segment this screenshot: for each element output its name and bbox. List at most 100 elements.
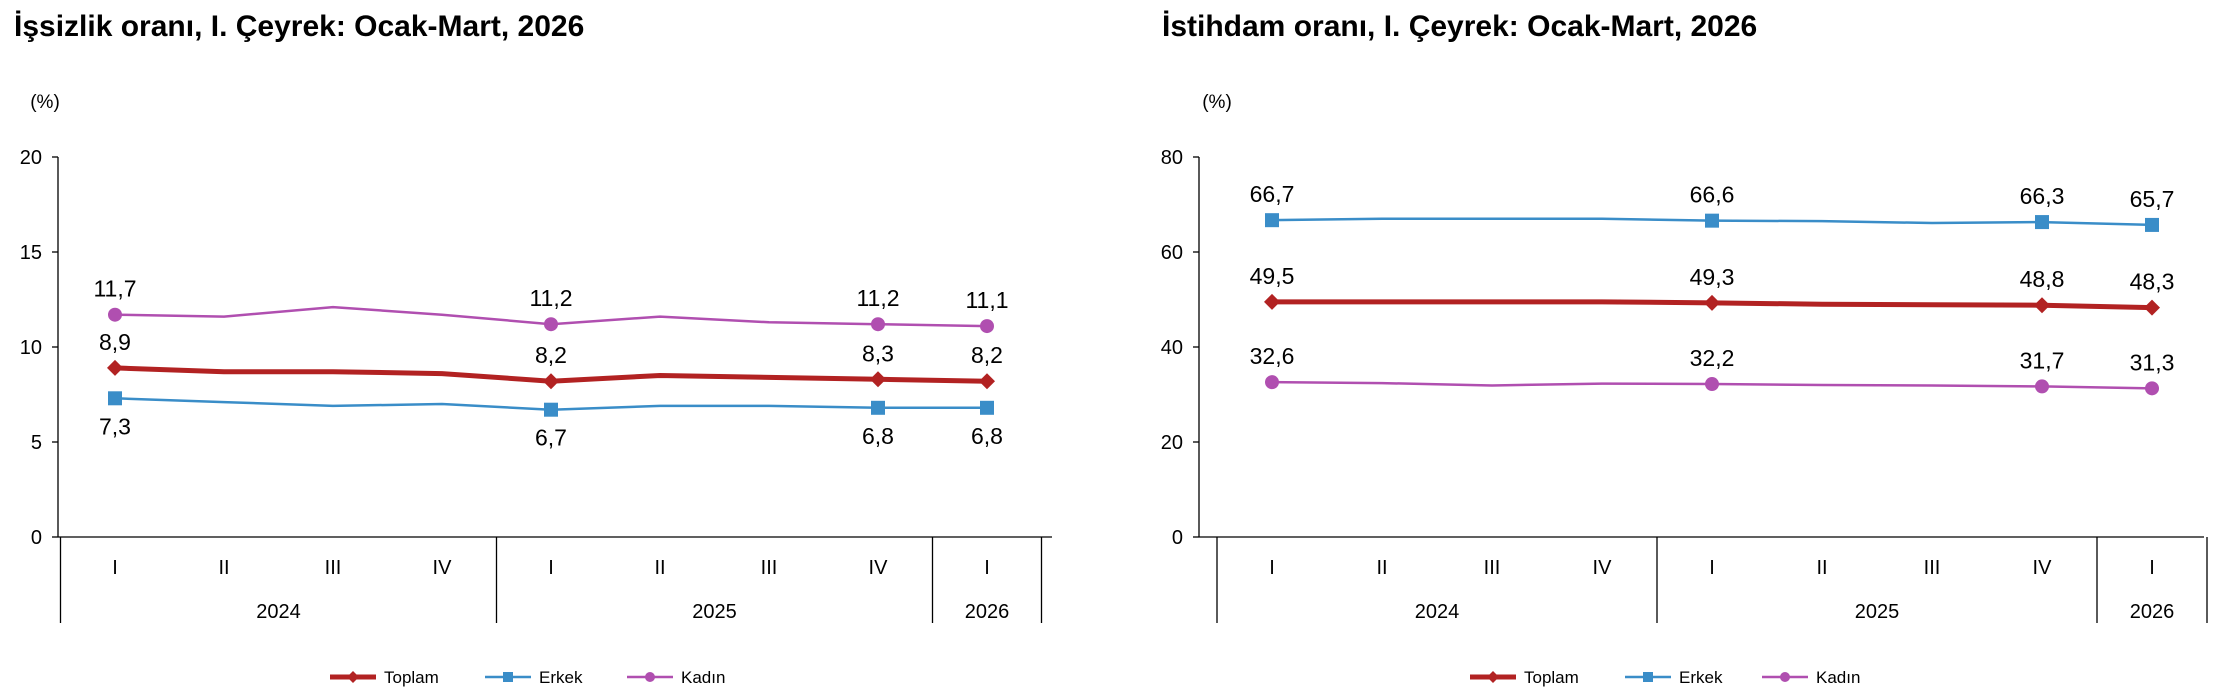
data-point-marker [2034, 297, 2050, 314]
data-label: 66,7 [1250, 181, 1295, 207]
y-tick-label: 40 [1161, 337, 1183, 359]
data-point-marker [2145, 381, 2159, 396]
x-year-label: 2025 [692, 601, 737, 623]
data-point-marker [2145, 217, 2159, 232]
data-label: 6,7 [535, 425, 567, 451]
data-label: 66,3 [2020, 183, 2065, 209]
y-tick-label: 15 [20, 242, 42, 264]
x-tick-label: II [1376, 557, 1387, 579]
legend-label: Kadın [681, 668, 725, 687]
legend-marker [645, 672, 655, 682]
series-erkek: 66,7 66,6 66,3 65,7 [1250, 181, 2175, 232]
data-label: 11,7 [93, 276, 136, 302]
data-label: 31,3 [2130, 349, 2175, 375]
data-point-marker [980, 400, 994, 415]
x-tick-label: I [548, 557, 554, 579]
data-point-marker [871, 400, 885, 415]
data-label: 49,5 [1250, 263, 1295, 289]
data-label: 49,3 [1690, 264, 1735, 290]
data-point-marker [1705, 213, 1719, 228]
data-label: 8,2 [535, 342, 567, 368]
x-year-label: 2026 [965, 601, 1010, 623]
legend-label: Erkek [539, 668, 583, 687]
data-label: 8,3 [862, 340, 894, 366]
data-label: 32,2 [1690, 345, 1735, 371]
data-point-marker [2035, 215, 2049, 230]
data-point-marker [2144, 299, 2160, 316]
x-tick-label: III [761, 557, 778, 579]
series-toplam: 49,5 49,3 48,8 48,3 [1250, 263, 2175, 316]
data-label: 48,8 [2020, 266, 2065, 292]
legend-item-toplam: Toplam [1470, 668, 1579, 687]
y-tick-label: 20 [1161, 432, 1183, 454]
legend-item-toplam: Toplam [330, 668, 439, 687]
legend-label: Erkek [1679, 668, 1723, 687]
legend-marker [503, 672, 513, 682]
x-tick-label: I [984, 557, 990, 579]
x-tick-label: I [1269, 557, 1275, 579]
data-label: 8,2 [971, 342, 1003, 368]
data-point-marker [544, 317, 558, 332]
data-point-marker [979, 373, 995, 390]
legend-label: Toplam [384, 668, 439, 687]
unemployment-chart-panel: İşsizlik oranı, I. Çeyrek: Ocak-Mart, 20… [14, 10, 1052, 687]
x-tick-label: III [1484, 557, 1501, 579]
y-tick-label: 20 [20, 147, 42, 169]
x-year-label: 2026 [2130, 601, 2175, 623]
x-tick-label: IV [869, 557, 889, 579]
y-tick-label: 10 [20, 337, 42, 359]
legend-marker [347, 671, 359, 683]
employment-chart-panel: İstihdam oranı, I. Çeyrek: Ocak-Mart, 20… [1107, 0, 2214, 700]
series-erkek: 7,3 6,7 6,8 6,8 [99, 391, 1003, 451]
x-tick-label: I [1709, 557, 1715, 579]
data-point-marker [1265, 213, 1279, 228]
y-axis-unit: (%) [30, 92, 60, 113]
data-point-marker [2035, 379, 2049, 394]
y-tick-label: 80 [1161, 147, 1183, 169]
x-tick-label: IV [433, 557, 453, 579]
x-tick-label: I [112, 557, 118, 579]
data-point-marker [980, 319, 994, 334]
series-kadin: 11,7 11,2 11,2 11,1 [93, 276, 1009, 334]
data-point-marker [1704, 294, 1720, 311]
legend-marker [1643, 672, 1653, 682]
data-point-marker [544, 402, 558, 417]
data-point-marker [871, 317, 885, 332]
x-tick-label: IV [2033, 557, 2053, 579]
y-tick-label: 0 [1172, 527, 1183, 549]
y-axis-unit: (%) [1202, 92, 1232, 113]
x-tick-label: II [218, 557, 229, 579]
data-label: 8,9 [99, 329, 131, 355]
data-point-marker [107, 359, 123, 376]
data-label: 6,8 [971, 423, 1003, 449]
data-label: 6,8 [862, 423, 894, 449]
series-toplam: 8,9 8,2 8,3 8,2 [99, 329, 1003, 390]
data-point-marker [870, 371, 886, 388]
chart-title: İstihdam oranı, I. Çeyrek: Ocak-Mart, 20… [1162, 10, 1758, 43]
x-tick-label: II [1816, 557, 1827, 579]
data-label: 48,3 [2130, 269, 2175, 295]
data-point-marker [1265, 375, 1279, 390]
data-label: 11,2 [856, 285, 899, 311]
data-label: 66,6 [1690, 182, 1735, 208]
data-label: 31,7 [2020, 347, 2065, 373]
legend-marker [1780, 672, 1790, 682]
data-label: 11,1 [965, 287, 1008, 313]
x-year-label: 2024 [1415, 601, 1460, 623]
data-point-marker [108, 391, 122, 406]
chart-title: İşsizlik oranı, I. Çeyrek: Ocak-Mart, 20… [14, 10, 585, 43]
data-label: 7,3 [99, 413, 131, 439]
legend-item-erkek: Erkek [1625, 668, 1723, 687]
x-tick-label: II [654, 557, 665, 579]
data-label: 11,2 [529, 285, 572, 311]
legend-label: Kadın [1816, 668, 1860, 687]
data-label: 65,7 [2130, 186, 2175, 212]
legend-item-kadin: Kadın [1762, 668, 1860, 687]
data-point-marker [1264, 293, 1280, 310]
x-tick-label: IV [1593, 557, 1613, 579]
data-point-marker [543, 373, 559, 390]
x-tick-label: III [1924, 557, 1941, 579]
legend-label: Toplam [1524, 668, 1579, 687]
